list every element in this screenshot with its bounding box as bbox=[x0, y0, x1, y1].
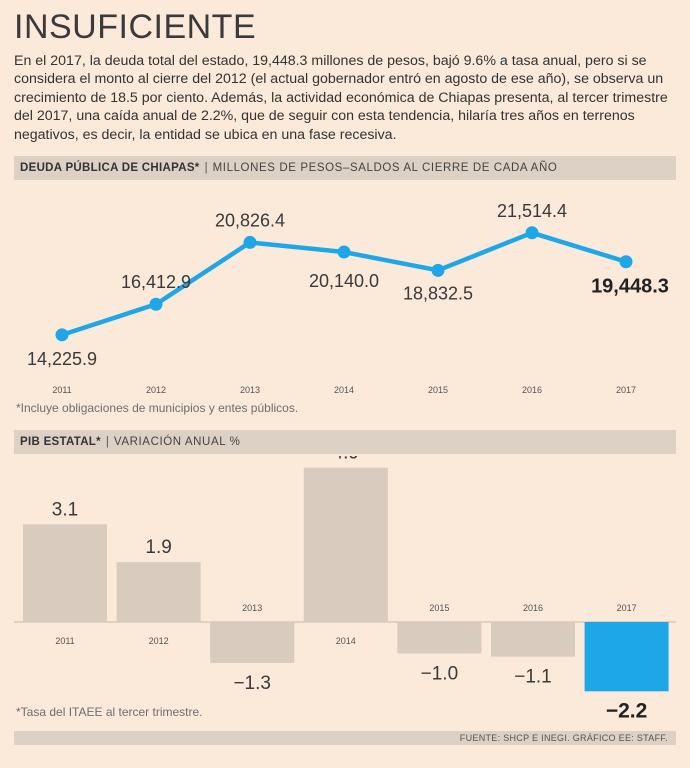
gdp-bar-2015 bbox=[397, 622, 482, 654]
debt-point-2012 bbox=[149, 297, 163, 311]
gdp-x-tick-2015: 2015 bbox=[429, 603, 449, 613]
debt-point-2011 bbox=[55, 328, 69, 342]
debt-x-tick-2016: 2016 bbox=[522, 385, 542, 395]
gdp-bar-2013 bbox=[210, 622, 295, 663]
gdp-data-label-2012: 1.9 bbox=[145, 537, 171, 558]
debt-point-2013 bbox=[243, 235, 257, 249]
gdp-x-tick-2012: 2012 bbox=[149, 636, 169, 646]
debt-x-tick-2012: 2012 bbox=[146, 385, 166, 395]
debt-data-label-2015: 18,832.5 bbox=[403, 283, 473, 303]
source-footer: FUENTE: SHCP E INEGI. GRÁFICO EE: STAFF. bbox=[14, 731, 676, 745]
debt-data-label-2016: 21,514.4 bbox=[497, 201, 567, 221]
debt-data-label-2017: 19,448.3 bbox=[591, 276, 669, 298]
debt-data-label-2014: 20,140.0 bbox=[309, 271, 379, 291]
gdp-data-label-2013: −1.3 bbox=[233, 673, 271, 694]
debt-data-label-2011: 14,225.9 bbox=[27, 349, 97, 369]
gdp-section-title: PIB ESTATAL* bbox=[20, 436, 101, 448]
gdp-x-tick-2014: 2014 bbox=[336, 636, 356, 646]
gdp-section-header: PIB ESTATAL* | VARIACIÓN ANUAL % bbox=[14, 430, 676, 454]
debt-point-2017 bbox=[619, 255, 633, 269]
debt-x-tick-2015: 2015 bbox=[428, 385, 448, 395]
gdp-data-label-2015: −1.0 bbox=[421, 664, 459, 685]
debt-x-tick-2011: 2011 bbox=[52, 385, 71, 395]
gdp-data-label-2011: 3.1 bbox=[52, 499, 78, 520]
debt-x-tick-2013: 2013 bbox=[240, 385, 260, 395]
gdp-bar-2017 bbox=[584, 622, 669, 692]
gdp-data-label-2017: −2.2 bbox=[606, 699, 647, 722]
gdp-bar-2014 bbox=[303, 467, 388, 622]
gdp-data-label-2014: 4.9 bbox=[333, 456, 359, 464]
gdp-bar-2011 bbox=[23, 524, 107, 622]
gdp-bar-2016 bbox=[491, 622, 575, 657]
debt-data-label-2013: 20,826.4 bbox=[215, 210, 285, 230]
gdp-x-tick-2011: 2011 bbox=[55, 636, 74, 646]
gdp-footnote: *Tasa del ITAEE al tercer trimestre. bbox=[16, 705, 203, 719]
debt-point-2014 bbox=[337, 245, 351, 259]
debt-section-subtitle: MILLONES DE PESOS–SALDOS AL CIERRE DE CA… bbox=[212, 162, 558, 174]
intro-paragraph: En el 2017, la deuda total del estado, 1… bbox=[14, 53, 668, 143]
debt-section-title: DEUDA PÚBLICA DE CHIAPAS* bbox=[20, 162, 200, 174]
gdp-x-tick-2013: 2013 bbox=[242, 603, 262, 613]
debt-footnote: *Incluye obligaciones de municipios y en… bbox=[16, 401, 299, 415]
debt-section-separator: | bbox=[204, 162, 208, 174]
page-title: INSUFICIENTE bbox=[14, 8, 257, 46]
debt-data-label-2012: 16,412.9 bbox=[121, 272, 191, 292]
gdp-bar-2012 bbox=[116, 562, 201, 622]
gdp-bar-chart: 3.1 2011 1.9 2012 −1.3 2013 4.9 2014 −1.0 2015 −1.… bbox=[14, 456, 676, 722]
debt-x-tick-2017: 2017 bbox=[616, 385, 636, 395]
gdp-x-tick-2017: 2017 bbox=[617, 603, 637, 613]
gdp-section-subtitle: VARIACIÓN ANUAL % bbox=[113, 436, 241, 448]
debt-section-header: DEUDA PÚBLICA DE CHIAPAS* | MILLONES DE … bbox=[14, 156, 676, 180]
debt-point-2015 bbox=[431, 263, 445, 277]
gdp-x-tick-2016: 2016 bbox=[523, 603, 543, 613]
debt-point-2016 bbox=[525, 226, 539, 240]
debt-x-tick-2014: 2014 bbox=[334, 385, 354, 395]
debt-line-chart: 14,225.9 2011 16,412.9 2012 20,826.4 2013 20,1… bbox=[27, 201, 669, 395]
gdp-section-separator: | bbox=[105, 436, 109, 448]
gdp-data-label-2016: −1.1 bbox=[514, 667, 552, 688]
